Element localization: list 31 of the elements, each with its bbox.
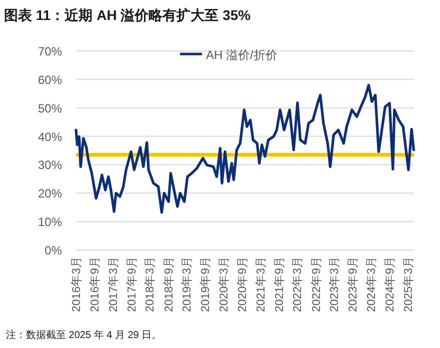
x-tick-label: 2017年3月 — [106, 256, 120, 312]
x-tick-label: 2019年3月 — [180, 256, 194, 312]
x-tick-label: 2024年3月 — [364, 256, 378, 312]
x-tick-label: 2016年9月 — [88, 256, 102, 312]
y-tick-label: 10% — [38, 215, 62, 230]
x-tick-label: 2017年9月 — [125, 256, 138, 312]
y-tick-label: 50% — [38, 101, 62, 116]
chart-title: 图表 11：近期 AH 溢价略有扩大至 35% — [4, 7, 252, 23]
x-tick-label: 2016年3月 — [70, 256, 83, 312]
y-tick-label: 40% — [38, 130, 62, 144]
x-tick-label: 2023年9月 — [346, 256, 360, 312]
x-tick-label: 2020年9月 — [236, 256, 250, 312]
x-tick-label: 2020年3月 — [217, 256, 230, 312]
y-tick-label: 0% — [44, 244, 62, 258]
x-tick-label: 2021年9月 — [272, 256, 286, 312]
x-tick-label: 2023年3月 — [328, 256, 342, 312]
x-tick-label: 2019年9月 — [199, 256, 212, 312]
y-tick-label: 20% — [38, 186, 62, 201]
legend-label: AH 溢价/折价 — [206, 48, 278, 62]
x-tick-label: 2018年3月 — [144, 256, 157, 312]
y-tick-label: 60% — [38, 72, 62, 87]
y-tick-label: 30% — [38, 158, 62, 172]
line-series — [74, 84, 415, 214]
x-tick-label: 2025年3月 — [402, 256, 415, 312]
x-tick-label: 2022年3月 — [291, 256, 304, 312]
x-tick-label: 2022年9月 — [310, 256, 323, 312]
x-tick-label: 2024年9月 — [384, 256, 397, 312]
text: 注：数据截至 2025 年 4 月 29 日。 — [6, 329, 162, 341]
y-tick-label: 70% — [38, 44, 62, 58]
x-tick-label: 2018年9月 — [162, 256, 176, 312]
x-tick-label: 2021年3月 — [254, 256, 268, 312]
